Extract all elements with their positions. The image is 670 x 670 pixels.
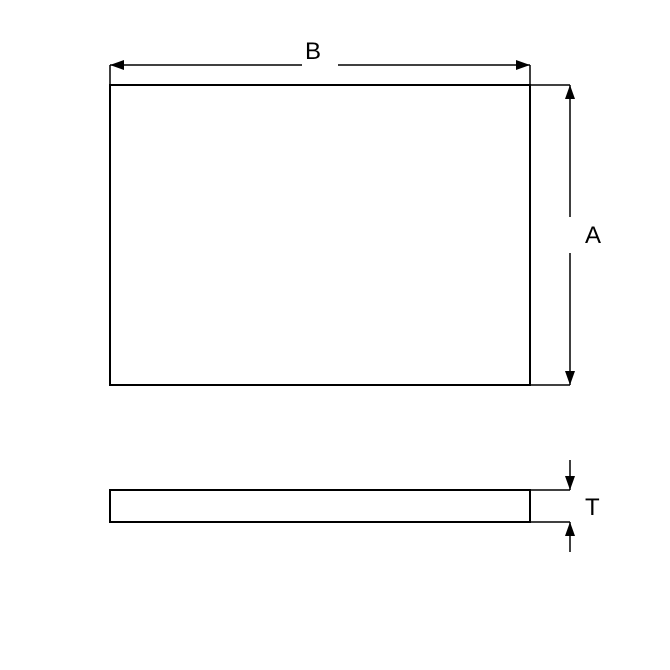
dimension-b-label: B — [305, 38, 321, 66]
dimension-diagram: B A T — [0, 0, 670, 670]
drawing-svg — [0, 0, 670, 670]
dimension-a-label: A — [585, 222, 601, 250]
dimension-t-label: T — [585, 494, 600, 522]
